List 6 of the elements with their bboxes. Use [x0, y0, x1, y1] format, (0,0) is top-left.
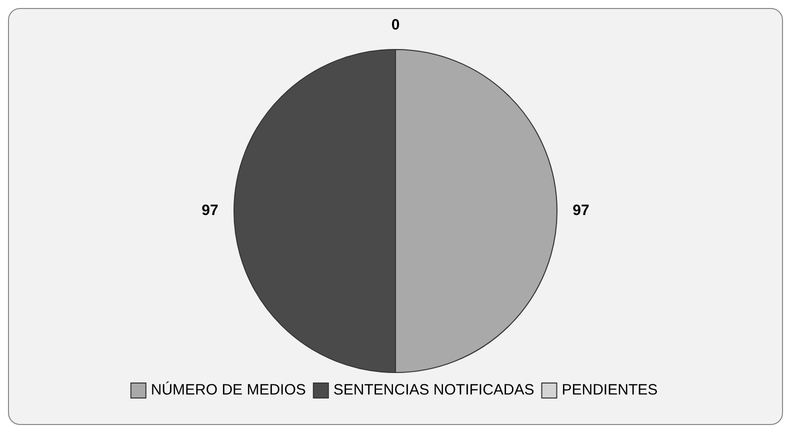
data-label: 97	[202, 202, 218, 220]
text: 0	[391, 16, 400, 34]
legend-label: NÚMERO DE MEDIOS	[150, 380, 306, 399]
legend-label: PENDIENTES	[562, 382, 658, 399]
data-label: 97	[572, 202, 590, 220]
legend-label: SENTENCIAS NOTIFICADAS	[333, 382, 534, 399]
